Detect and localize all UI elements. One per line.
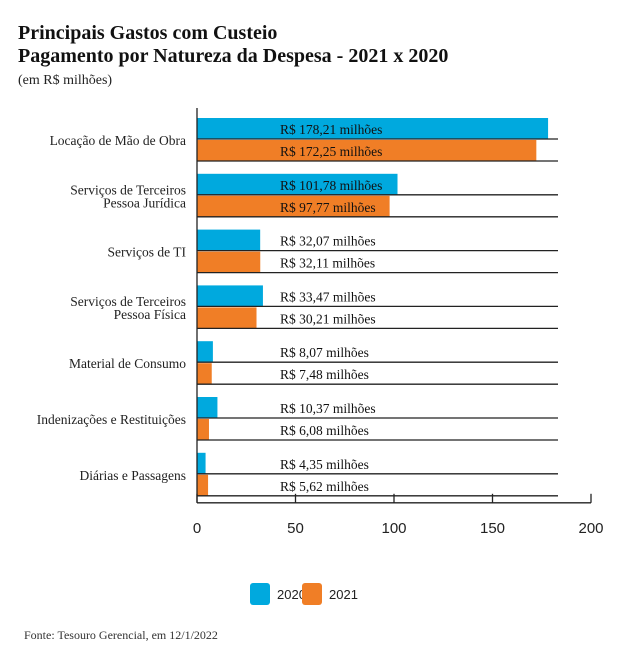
category-label: Serviços de TI: [108, 245, 187, 260]
bar-2021: [197, 474, 209, 496]
data-label: R$ 30,21 milhões: [280, 311, 376, 326]
bar-2020: [197, 229, 261, 251]
data-label: R$ 178,21 milhões: [280, 122, 382, 137]
bar-2021: [197, 140, 537, 161]
x-tick-label: 150: [480, 520, 505, 537]
data-label: R$ 4,35 milhões: [280, 457, 369, 472]
data-label: R$ 32,07 milhões: [280, 234, 376, 249]
bar-2020: [197, 341, 213, 363]
bar-2021: [197, 307, 257, 329]
x-tick-label: 200: [578, 520, 603, 537]
chart-title: Principais Gastos com Custeio: [18, 22, 278, 44]
data-label: R$ 6,08 milhões: [280, 423, 369, 438]
category-label: Serviços de Terceiros: [70, 294, 186, 309]
data-label: R$ 10,37 milhões: [280, 401, 376, 416]
bar-2021: [197, 195, 390, 217]
legend-label: 2021: [329, 587, 358, 602]
bar-2020: [197, 452, 206, 474]
category-label: Material de Consumo: [69, 356, 186, 371]
category-label: Locação de Mão de Obra: [50, 133, 186, 148]
x-tick-label: 50: [287, 520, 304, 537]
data-label: R$ 101,78 milhões: [280, 178, 382, 193]
category-label: Pessoa Jurídica: [103, 195, 186, 210]
bar-2020: [197, 173, 398, 195]
category-label: Pessoa Física: [114, 307, 186, 322]
data-label: R$ 7,48 milhões: [280, 367, 369, 382]
data-label: R$ 97,77 milhões: [280, 200, 376, 215]
data-label: R$ 32,11 milhões: [280, 256, 375, 271]
source-note: Fonte: Tesouro Gerencial, em 12/1/2022: [24, 628, 218, 642]
category-label: Serviços de Terceiros: [70, 182, 186, 197]
data-label: R$ 33,47 milhões: [280, 289, 376, 304]
bar-2021: [197, 363, 212, 385]
chart-subtitle: Pagamento por Natureza da Despesa - 2021…: [18, 45, 449, 67]
bar-2020: [197, 118, 549, 139]
legend-swatch-2021: [302, 583, 322, 605]
data-label: R$ 172,25 milhões: [280, 144, 382, 159]
legend-label: 2020: [277, 587, 306, 602]
category-label: Diárias e Passagens: [80, 468, 186, 483]
unit-note: (em R$ milhões): [18, 73, 113, 88]
bar-2020: [197, 397, 218, 418]
bar-2021: [197, 251, 261, 273]
bar-2020: [197, 285, 263, 307]
legend-swatch-2020: [250, 583, 270, 605]
category-label: Indenizações e Restituições: [37, 412, 186, 427]
data-label: R$ 8,07 milhões: [280, 345, 369, 360]
x-tick-label: 0: [193, 520, 201, 537]
bar-2021: [197, 419, 209, 440]
x-tick-label: 100: [381, 520, 406, 537]
data-label: R$ 5,62 milhões: [280, 479, 369, 494]
